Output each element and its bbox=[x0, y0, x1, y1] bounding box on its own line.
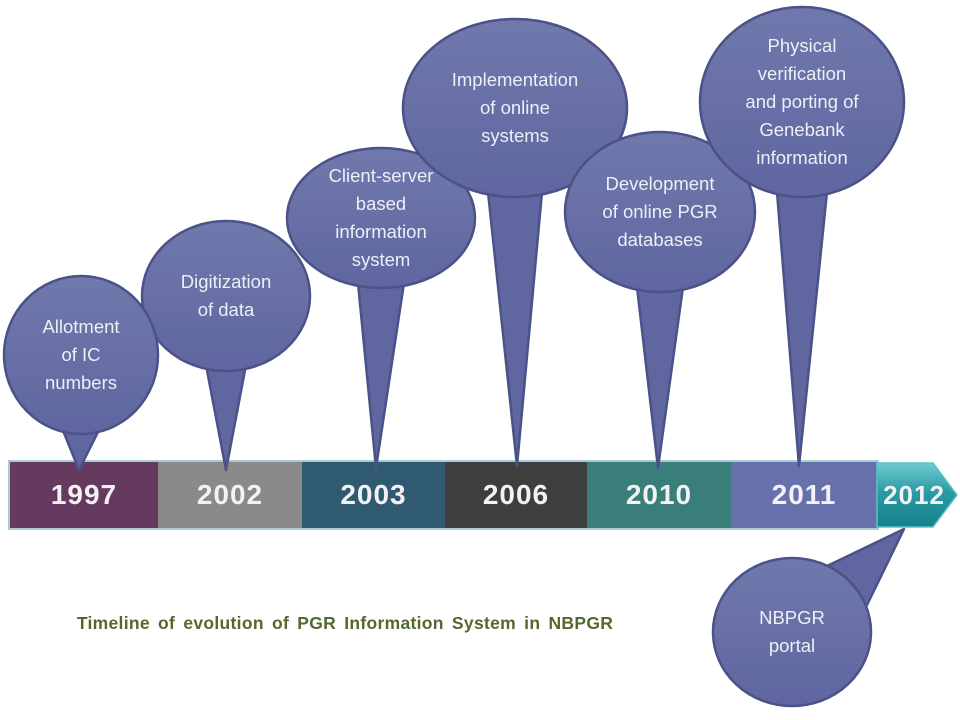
segment-1997 bbox=[10, 462, 158, 528]
year-label-1997: 1997 bbox=[50, 479, 118, 510]
tail-digitization bbox=[204, 363, 248, 472]
tail-physical-verification bbox=[775, 190, 829, 468]
bubble-development bbox=[563, 130, 757, 294]
segment-2012-arrow bbox=[876, 462, 958, 528]
bubble-allotment bbox=[2, 274, 160, 436]
segment-2010 bbox=[587, 462, 731, 528]
year-label-2011: 2011 bbox=[771, 479, 837, 510]
year-label-2012: 2012 bbox=[883, 479, 945, 510]
bubble-digitization bbox=[140, 219, 312, 373]
callout-tails bbox=[60, 190, 906, 609]
segment-2011 bbox=[731, 462, 877, 528]
segment-2006 bbox=[445, 462, 587, 528]
bubble-physical-verification bbox=[698, 5, 906, 199]
tail-client-server bbox=[356, 281, 406, 470]
year-label-2006: 2006 bbox=[482, 479, 550, 510]
timeline-bar bbox=[8, 460, 958, 530]
bubble-client-server bbox=[285, 146, 477, 290]
year-label-2002: 2002 bbox=[196, 479, 264, 510]
tail-development bbox=[635, 285, 685, 470]
tail-implementation bbox=[486, 190, 544, 468]
callout-bubbles bbox=[2, 5, 906, 708]
bubble-implementation bbox=[401, 17, 629, 199]
year-label-2003: 2003 bbox=[340, 479, 407, 510]
segment-2003 bbox=[302, 462, 445, 528]
year-label-2010: 2010 bbox=[625, 479, 693, 510]
bubble-nbpgr-portal bbox=[711, 556, 873, 708]
diagram-caption: Timeline of evolution of PGR Information… bbox=[76, 613, 614, 633]
segment-2002 bbox=[158, 462, 302, 528]
